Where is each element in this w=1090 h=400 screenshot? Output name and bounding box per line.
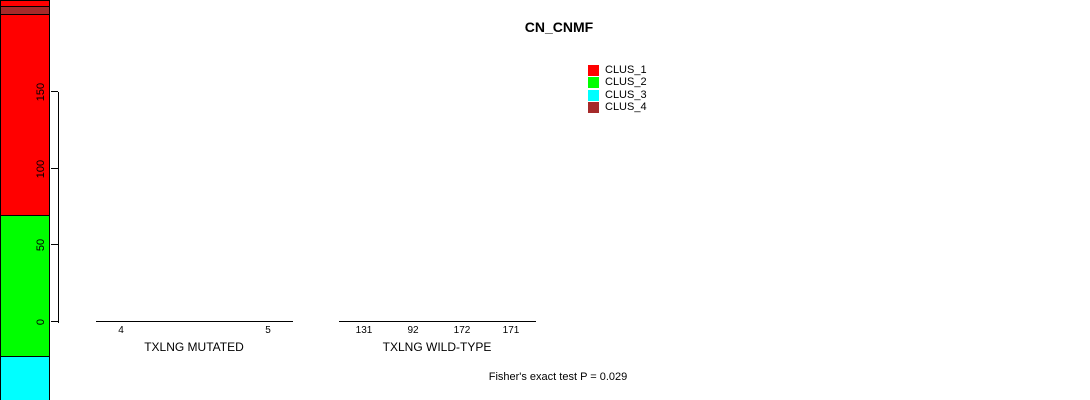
legend-item-label: CLUS_1 bbox=[605, 64, 647, 76]
fisher-test-note: Fisher's exact test P = 0.029 bbox=[488, 371, 628, 383]
legend-item: CLUS_1 bbox=[588, 65, 647, 76]
y-axis-tick bbox=[51, 321, 58, 322]
bar-clus-3-2 bbox=[0, 356, 50, 400]
x-axis-baseline bbox=[96, 321, 293, 322]
legend-item: CLUS_4 bbox=[588, 100, 647, 113]
bar-clus-2-2 bbox=[0, 215, 50, 356]
bar-value-label: 4 bbox=[118, 325, 124, 336]
legend-swatch-clus-2 bbox=[588, 77, 599, 89]
y-axis-tick bbox=[51, 244, 58, 245]
y-axis-line bbox=[58, 92, 59, 323]
legend-item: CLUS_3 bbox=[588, 88, 647, 101]
bar-value-label: 92 bbox=[407, 325, 419, 336]
y-axis-tick-label: 50 bbox=[35, 238, 47, 252]
bar-value-label: 5 bbox=[265, 325, 271, 336]
bar-clus-4-1 bbox=[0, 6, 50, 14]
legend-item-label: CLUS_4 bbox=[605, 100, 647, 113]
bar-value-label: 131 bbox=[355, 325, 373, 336]
bar-value-label: 171 bbox=[502, 325, 520, 336]
legend-swatch-clus-3 bbox=[588, 89, 599, 101]
x-axis-baseline bbox=[339, 321, 536, 322]
legend-item-label: CLUS_3 bbox=[605, 88, 647, 101]
y-axis-tick bbox=[51, 168, 58, 169]
chart-title: CN_CNMF bbox=[524, 19, 594, 35]
legend-item-label: CLUS_2 bbox=[605, 76, 647, 89]
y-axis-tick-label: 150 bbox=[35, 82, 47, 102]
x-axis-group-label: TXLNG WILD-TYPE bbox=[382, 340, 492, 354]
x-axis-group-label: TXLNG MUTATED bbox=[144, 340, 244, 354]
bar-clus-1-1 bbox=[0, 0, 50, 6]
legend-item: CLUS_2 bbox=[588, 76, 647, 89]
bar-value-label: 172 bbox=[453, 325, 471, 336]
y-axis-tick-label: 100 bbox=[35, 159, 47, 179]
bar-clus-1-2 bbox=[0, 14, 50, 215]
legend-swatch-clus-4 bbox=[588, 101, 599, 113]
y-axis-tick-label: 0 bbox=[35, 318, 47, 326]
y-axis-tick bbox=[51, 91, 58, 92]
legend-swatch-clus-1 bbox=[588, 65, 599, 76]
